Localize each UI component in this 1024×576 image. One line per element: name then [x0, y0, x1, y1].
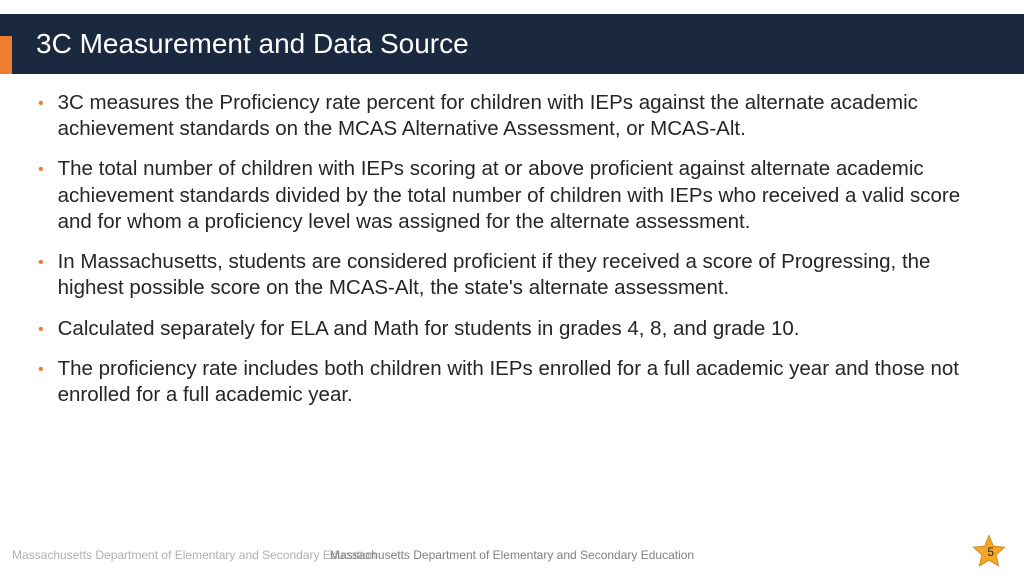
page-number: 5	[987, 545, 994, 559]
bullet-marker-icon: •	[38, 320, 44, 342]
bullet-text: In Massachusetts, students are considere…	[58, 249, 986, 301]
bullet-text: Calculated separately for ELA and Math f…	[58, 316, 800, 342]
slide-title: 3C Measurement and Data Source	[36, 28, 469, 60]
footer-center-text: Massachusetts Department of Elementary a…	[330, 548, 694, 562]
title-accent-bar	[0, 36, 12, 74]
bullet-text: The proficiency rate includes both child…	[58, 356, 986, 408]
bullet-text: The total number of children with IEPs s…	[58, 156, 986, 235]
bullet-marker-icon: •	[38, 360, 44, 408]
bullet-item: • In Massachusetts, students are conside…	[38, 249, 986, 301]
bullet-item: • The proficiency rate includes both chi…	[38, 356, 986, 408]
title-bar: 3C Measurement and Data Source	[0, 14, 1024, 74]
content-area: • 3C measures the Proficiency rate perce…	[38, 90, 986, 422]
bullet-text: 3C measures the Proficiency rate percent…	[58, 90, 986, 142]
bullet-item: • Calculated separately for ELA and Math…	[38, 316, 986, 342]
bullet-marker-icon: •	[38, 94, 44, 142]
bullet-item: • 3C measures the Proficiency rate perce…	[38, 90, 986, 142]
bullet-item: • The total number of children with IEPs…	[38, 156, 986, 235]
bullet-marker-icon: •	[38, 160, 44, 235]
footer-left-text: Massachusetts Department of Elementary a…	[12, 548, 376, 562]
bullet-marker-icon: •	[38, 253, 44, 301]
